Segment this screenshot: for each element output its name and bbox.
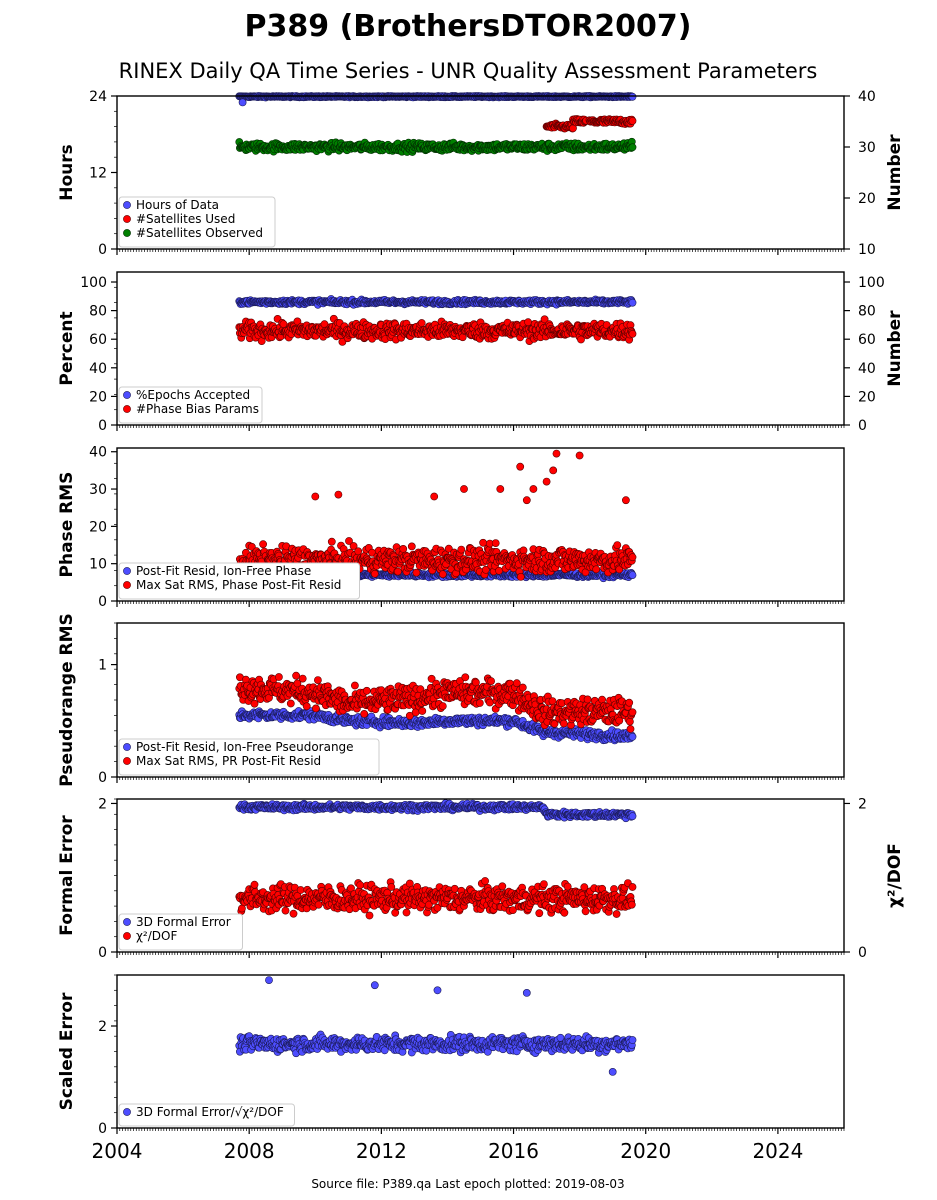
- data-point-2: [628, 553, 637, 562]
- y-tick-label: 80: [89, 304, 107, 320]
- legend-marker: [123, 567, 131, 575]
- y2-axis-label: Number: [885, 310, 905, 387]
- y-tick-label: 0: [98, 594, 107, 610]
- legend-label: #Phase Bias Params: [136, 402, 259, 416]
- data-point-1: [238, 98, 247, 107]
- data-point-2: [438, 570, 447, 579]
- data-point-1: [628, 298, 637, 307]
- panel-2: 0 20 40 60 80 100 0 20 40 60 80 100 Percent Number %Ep…: [57, 271, 905, 434]
- legend-label: Post-Fit Resid, Ion-Free Phase: [136, 564, 311, 578]
- y-ticks-right: 0 20 40 60 80 100: [844, 275, 885, 434]
- y-tick-label: 100: [80, 275, 107, 291]
- legend-marker: [123, 201, 131, 209]
- data-point-2: [393, 567, 402, 576]
- data-point-3: [628, 143, 637, 152]
- y2-tick-label: 40: [858, 361, 876, 377]
- y-tick-label: 40: [89, 361, 107, 377]
- y-ticks-left: 0 10 20 30 40: [89, 445, 117, 610]
- y2-tick-label: 100: [858, 275, 885, 291]
- legend-marker: [123, 215, 131, 223]
- y2-tick-label: 80: [858, 304, 876, 320]
- legend-label: %Epochs Accepted: [136, 388, 250, 402]
- data-point-2: [430, 492, 439, 501]
- data-point-2: [495, 566, 503, 575]
- x-ticks: [116, 425, 845, 431]
- y-tick-label: 20: [89, 389, 107, 405]
- data-point-2: [516, 573, 525, 581]
- y-axis-label: Hours: [57, 144, 77, 201]
- panel-3: 0 10 20 30 40 Phase RMS Post-Fit Resid, Ion-Fr…: [57, 445, 845, 610]
- data-point-2: [516, 462, 525, 471]
- y-tick-label: 30: [89, 482, 107, 498]
- y-tick-label: 12: [89, 166, 107, 182]
- data-point-2: [460, 485, 468, 493]
- data-point-2: [279, 320, 288, 328]
- legend-marker: [123, 405, 131, 413]
- data-point-2: [622, 496, 630, 505]
- x-ticks: [116, 601, 845, 607]
- data-point-2: [399, 545, 408, 553]
- y-ticks-left: 0 12 24: [89, 89, 117, 258]
- legend-marker: [123, 581, 131, 589]
- y-tick-label: 20: [89, 519, 107, 535]
- data-point-2: [311, 492, 320, 501]
- data-point-2: [575, 451, 584, 460]
- data-point-1: [628, 571, 637, 579]
- data-point-2: [334, 490, 343, 499]
- y-tick-label: 0: [98, 242, 107, 258]
- data-point-2: [496, 485, 505, 493]
- y-axis-label: Phase RMS: [57, 472, 77, 578]
- y2-tick-label: 30: [858, 140, 876, 156]
- legend: %Epochs Accepted#Phase Bias Params: [118, 386, 263, 424]
- data-point-2: [613, 541, 622, 549]
- y-ticks-left: 0 20 40 60 80 100: [80, 275, 117, 434]
- data-point-2: [542, 477, 551, 486]
- data-point-2: [259, 540, 267, 549]
- data-point-2: [522, 496, 531, 505]
- legend-label: #Satellites Used: [136, 212, 235, 226]
- y2-tick-label: 20: [858, 389, 876, 405]
- data-point-2: [327, 537, 336, 546]
- legend-marker: [123, 229, 131, 237]
- data-point-2: [628, 329, 637, 338]
- legend-label: Hours of Data: [136, 198, 219, 212]
- legend: Hours of Data#Satellites Used#Satellites…: [118, 196, 276, 248]
- figure-title: P389 (BrothersDTOR2007): [245, 9, 692, 44]
- data-point-2: [592, 565, 601, 574]
- y2-tick-label: 60: [858, 332, 876, 348]
- y-tick-label: 60: [89, 332, 107, 348]
- x-ticks: [116, 249, 845, 255]
- y-tick-label: 0: [98, 418, 107, 434]
- data-point-2: [529, 485, 538, 493]
- legend-marker: [123, 391, 131, 399]
- y2-tick-label: 20: [858, 191, 876, 207]
- data-point-2: [552, 449, 561, 458]
- y-axis-label: Percent: [57, 311, 77, 385]
- figure-subtitle: RINEX Daily QA Time Series - UNR Quality…: [119, 59, 818, 83]
- y2-tick-label: 40: [858, 89, 876, 105]
- data-point-2: [457, 545, 466, 554]
- y2-tick-label: 10: [858, 242, 876, 258]
- data-point-2: [491, 539, 500, 547]
- y2-axis-label: Number: [885, 134, 905, 211]
- data-point-2: [628, 117, 637, 125]
- data-point-2: [412, 568, 421, 577]
- data-point-2: [417, 319, 426, 327]
- y-tick-label: 10: [89, 557, 107, 573]
- legend-label: #Satellites Observed: [136, 226, 263, 240]
- data-point-2: [407, 542, 416, 551]
- legend-label: Max Sat RMS, Phase Post-Fit Resid: [136, 578, 341, 592]
- y-tick-label: 40: [89, 445, 107, 461]
- data-point-2: [370, 569, 379, 578]
- y-tick-label: 24: [89, 89, 107, 105]
- y2-tick-label: 0: [858, 418, 867, 434]
- y-ticks-right: 10 20 30 40: [844, 89, 876, 258]
- data-point-1: [628, 92, 637, 101]
- data-point-2: [549, 466, 558, 475]
